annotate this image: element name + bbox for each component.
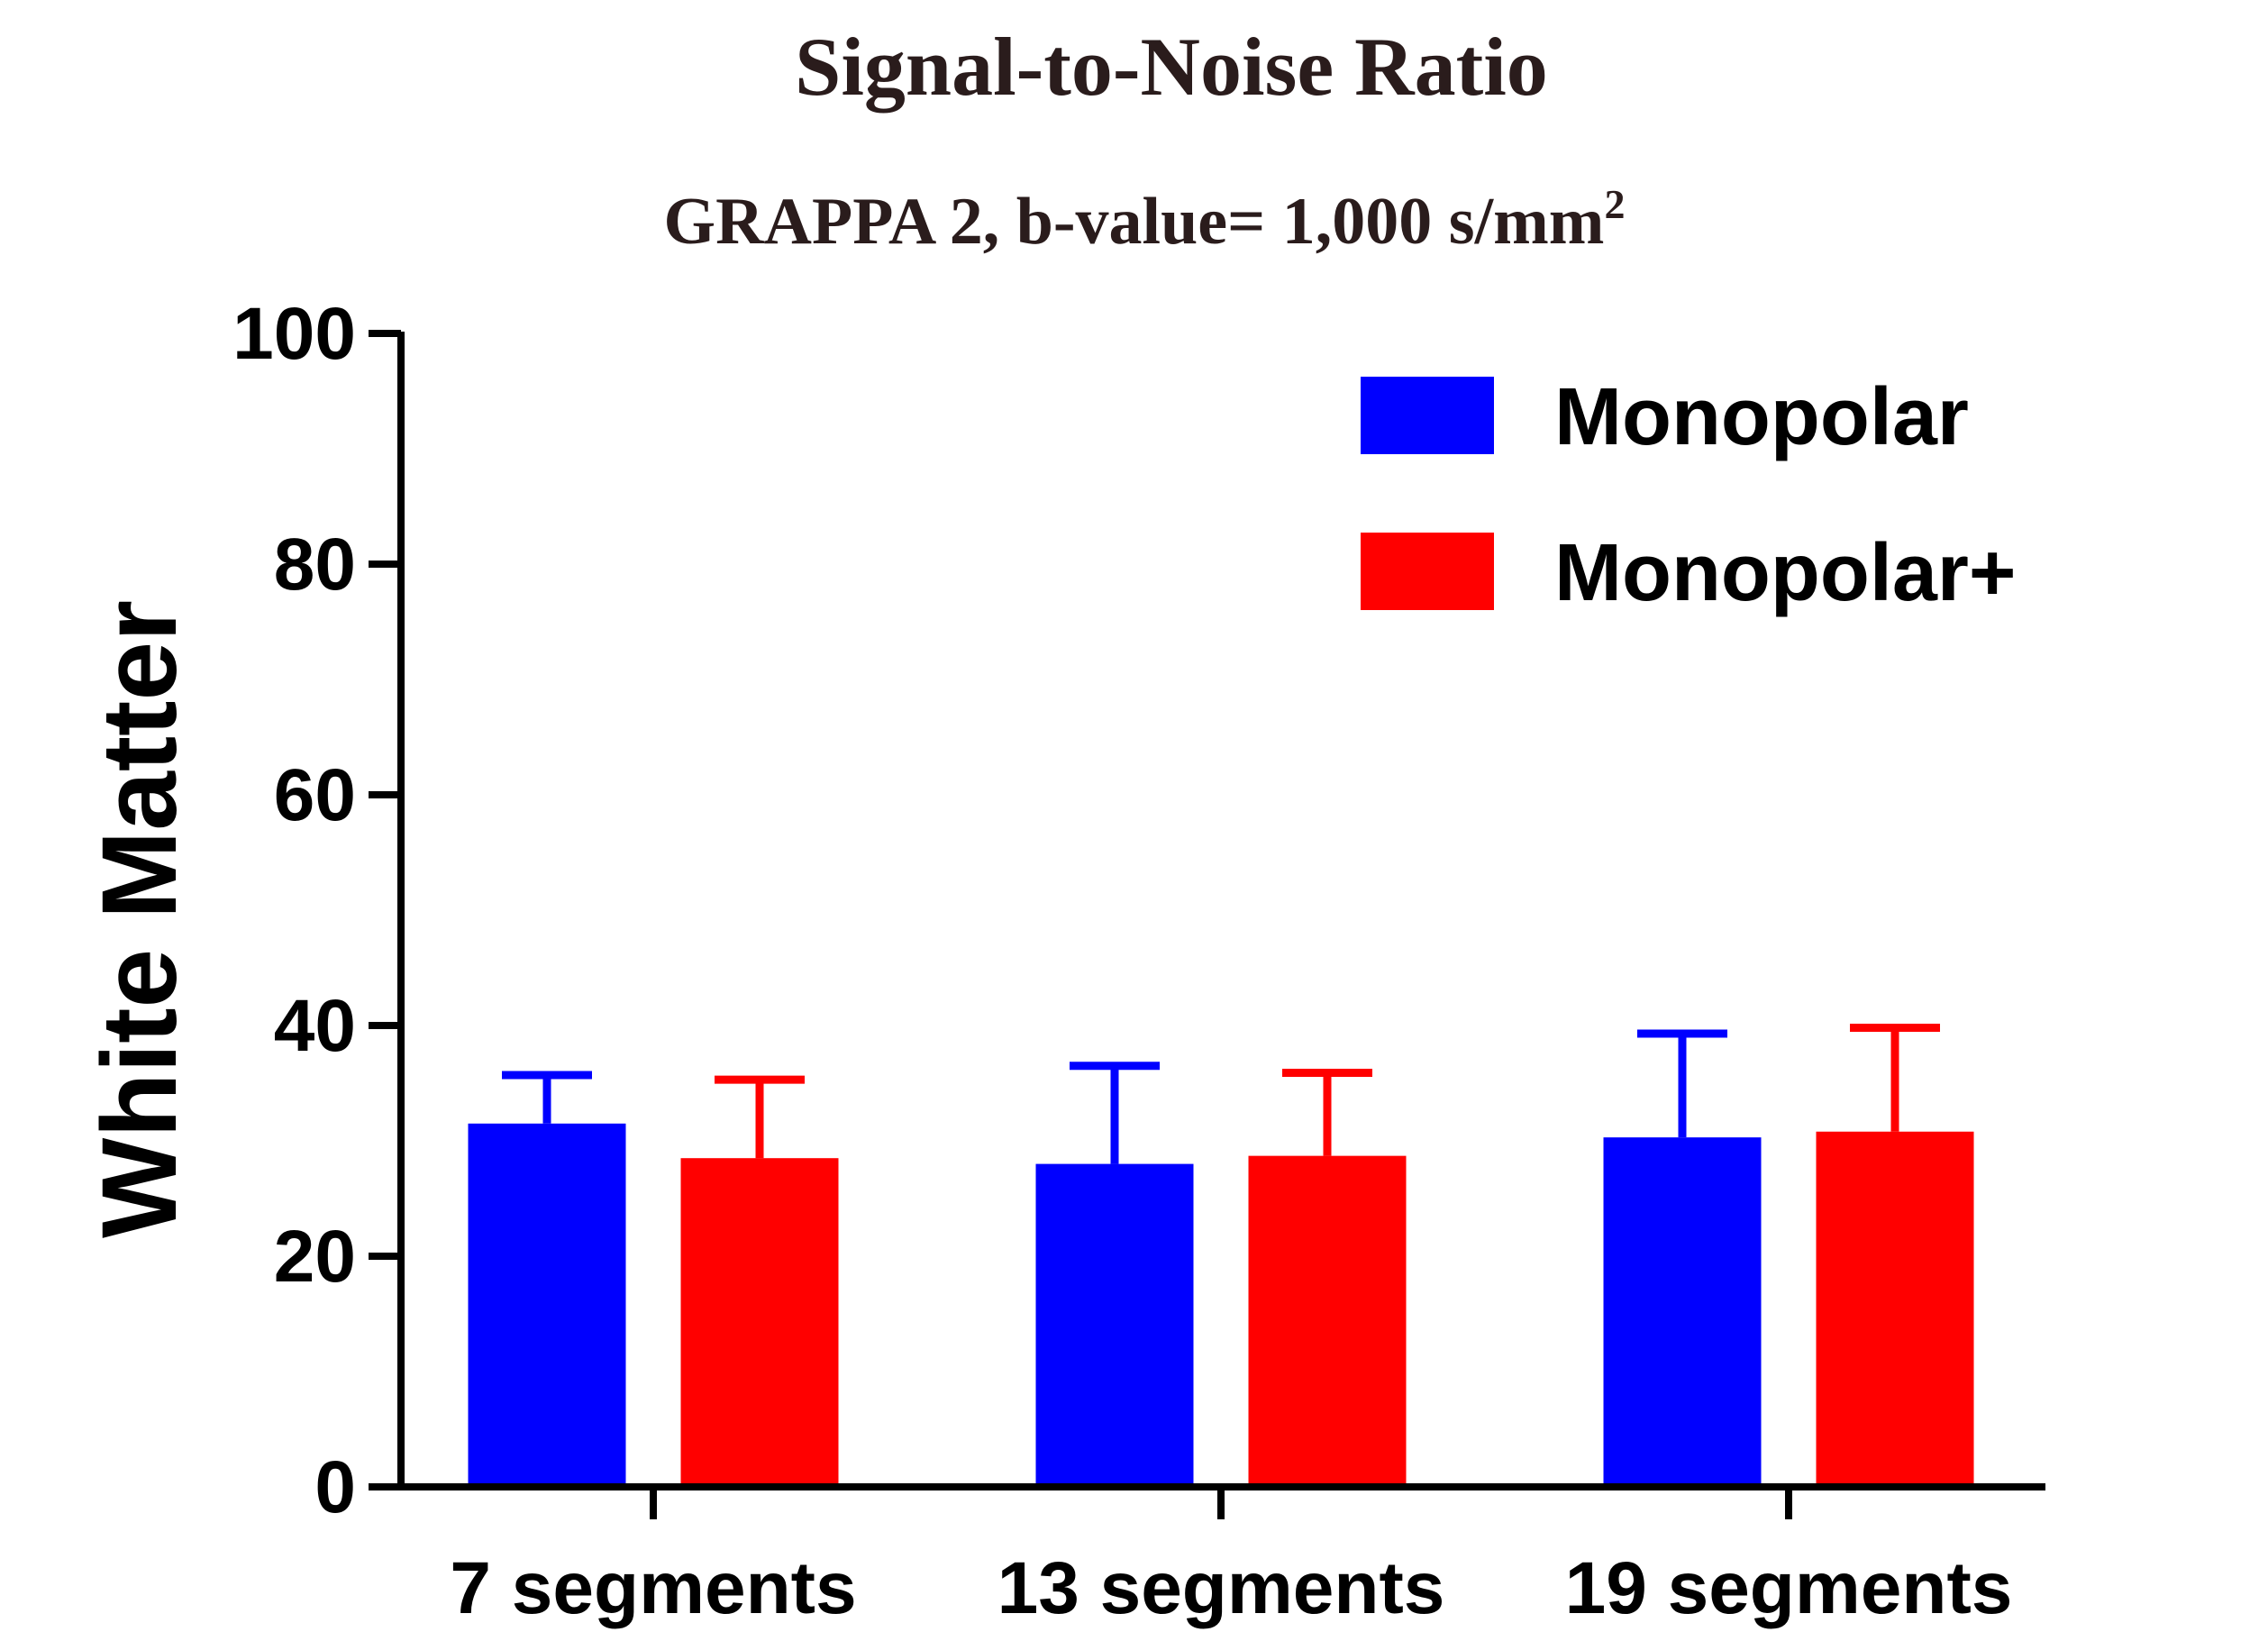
bar-monopolar (1035, 1163, 1194, 1483)
legend-swatch (1361, 533, 1494, 610)
bars (468, 1024, 1974, 1483)
chart-title: Signal-to-Noise Ratio (795, 21, 1548, 113)
bar-monopolar (1603, 1137, 1762, 1483)
x-tick-label: 19 segments (1565, 1547, 2013, 1629)
bar-monopolar-plus (1248, 1155, 1407, 1483)
y-tick-label: 100 (232, 293, 356, 375)
x-tick-label: 7 segments (450, 1547, 856, 1629)
legend-label: Monopolar (1554, 372, 1969, 462)
bar-monopolar (468, 1123, 626, 1483)
subtitle-main: GRAPPA 2, b-value= 1,000 s/mm (664, 185, 1605, 259)
bar-monopolar-plus (680, 1158, 839, 1483)
y-tick-label: 0 (314, 1446, 356, 1528)
y-tick-label: 60 (274, 754, 356, 836)
x-tick-label: 13 segments (997, 1547, 1445, 1629)
legend-label: Monopolar+ (1554, 528, 2017, 618)
bar-monopolar-plus (1816, 1131, 1974, 1483)
subtitle-superscript: 2 (1604, 181, 1625, 227)
y-tick-label: 20 (274, 1216, 356, 1298)
legend-swatch (1361, 377, 1494, 454)
legend: Monopolar Monopolar+ (1361, 372, 2017, 618)
axes: 0 20 40 60 80 100 7 segments 13 segments 19 segm… (232, 293, 2045, 1629)
chart-subtitle: GRAPPA 2, b-value= 1,000 s/mm2 (664, 181, 1626, 259)
y-axis-label: White Matter (80, 600, 199, 1238)
y-tick-label: 40 (274, 985, 356, 1067)
y-tick-label: 80 (274, 524, 356, 606)
